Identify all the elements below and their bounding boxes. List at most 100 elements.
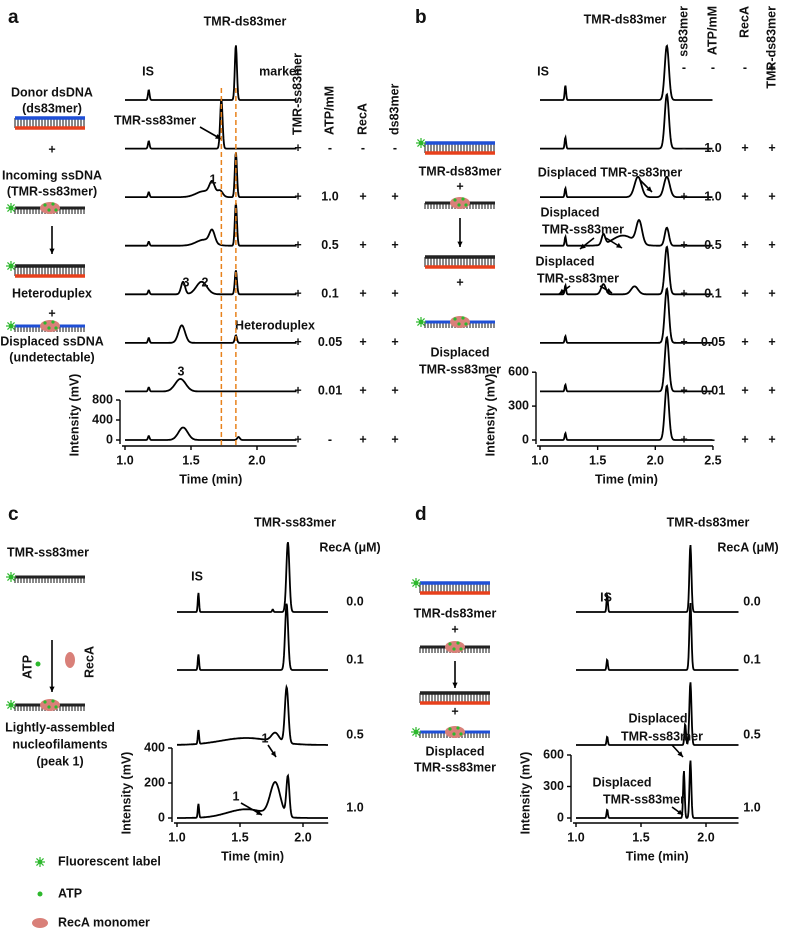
column-header: RecA: [355, 103, 369, 135]
y-tick-label: 300: [508, 398, 529, 412]
atp: [448, 642, 452, 646]
condition-value: +: [391, 189, 398, 203]
condition-value: -: [361, 141, 365, 155]
schematic-label: +: [456, 179, 463, 193]
condition-value: -: [711, 60, 715, 74]
reca: [40, 202, 60, 214]
schematic-label: +: [451, 622, 458, 636]
peak-annotation: TMR-ss83mer: [537, 271, 619, 285]
atp: [453, 198, 457, 202]
x-tick-label: 2.0: [248, 453, 265, 467]
condition-value: +: [680, 189, 687, 203]
condition-value: +: [768, 141, 775, 155]
panel-label: d: [415, 504, 427, 525]
peak-annotation: IS: [142, 64, 154, 78]
schematic-label: +: [48, 142, 55, 156]
column-header: RecA: [737, 6, 751, 38]
atp: [459, 647, 463, 651]
condition-value: +: [741, 384, 748, 398]
trace: [576, 760, 739, 819]
condition-value: -: [711, 432, 715, 446]
y-tick-label: 0: [106, 432, 113, 446]
condition-value: +: [294, 432, 301, 446]
schematic-label: TMR-ss83mer: [7, 545, 89, 559]
y-tick-label: 0: [158, 810, 165, 824]
y-axis-label: Intensity (mV): [518, 752, 532, 835]
label-star: [413, 580, 419, 586]
legend-label: ATP: [58, 886, 82, 900]
trace: [125, 152, 297, 198]
condition-value: +: [768, 384, 775, 398]
trace: [540, 92, 713, 150]
y-tick-label: 600: [508, 364, 529, 378]
arrow-head: [49, 248, 55, 254]
condition-value: +: [294, 189, 301, 203]
trace: [576, 603, 739, 671]
condition-value: +: [768, 238, 775, 252]
y-tick-label: 400: [92, 412, 113, 426]
x-tick-label: 1.5: [632, 830, 649, 844]
peak-annotation: IS: [191, 569, 203, 583]
schematic-label: nucleofilaments: [12, 737, 107, 751]
condition-value: +: [768, 60, 775, 74]
trace: [125, 426, 297, 441]
condition-value: -: [743, 60, 747, 74]
column-header: ATP/mM: [705, 6, 719, 55]
y-axis-label: Intensity (mV): [119, 752, 133, 835]
y-tick-label: 300: [543, 779, 564, 793]
reca: [450, 316, 470, 328]
atp: [47, 705, 51, 709]
condition-value: +: [768, 432, 775, 446]
y-tick-label: 0: [522, 432, 529, 446]
schematic-label: Heteroduplex: [12, 286, 92, 300]
condition-value: +: [359, 238, 366, 252]
condition-value: -: [328, 141, 332, 155]
arrow-head: [215, 134, 221, 139]
atp: [54, 326, 58, 330]
trace: [125, 377, 297, 393]
trace: [540, 384, 713, 441]
trace: [125, 203, 297, 247]
peak-annotation: TMR-ds83mer: [667, 515, 750, 529]
condition-value: +: [294, 384, 301, 398]
condition-value: +: [680, 335, 687, 349]
atp: [51, 699, 55, 703]
condition-value: 1.0: [321, 189, 338, 203]
trace: [177, 541, 328, 613]
atp: [54, 705, 58, 709]
schematic-label: Incoming ssDNA: [2, 168, 102, 182]
x-tick-label: 2.5: [704, 453, 721, 467]
label-star: [8, 702, 14, 708]
schematic-label: Displaced: [430, 345, 489, 359]
atp: [456, 641, 460, 645]
arrow-head: [646, 186, 652, 192]
condition-value: 1.0: [346, 800, 363, 814]
x-tick-label: 2.0: [294, 830, 311, 844]
schematic-label: Displaced: [425, 744, 484, 758]
peak-annotation: IS: [537, 64, 549, 78]
condition-value: +: [359, 189, 366, 203]
condition-value: +: [741, 432, 748, 446]
trace: [540, 245, 713, 296]
x-tick-label: 1.0: [168, 830, 185, 844]
peak-annotation: TMR-ss83mer: [114, 113, 196, 127]
schematic-label: TMR-ds83mer: [414, 606, 497, 620]
arrow-head: [606, 288, 612, 293]
x-axis-label: Time (min): [595, 472, 658, 486]
x-tick-label: 1.0: [531, 453, 548, 467]
atp: [47, 326, 51, 330]
condition-value: +: [391, 238, 398, 252]
label-star: [37, 859, 43, 865]
trace: [177, 773, 328, 819]
arrow-head: [452, 682, 458, 688]
trace: [576, 545, 739, 613]
label-star: [8, 323, 14, 329]
condition-value: 1.0: [743, 800, 760, 814]
schematic-label: (TMR-ss83mer): [7, 184, 97, 198]
label-star: [413, 729, 419, 735]
condition-value: +: [680, 432, 687, 446]
reca: [450, 197, 470, 209]
condition-value: +: [294, 238, 301, 252]
label-star: [8, 205, 14, 211]
condition-value: +: [680, 238, 687, 252]
